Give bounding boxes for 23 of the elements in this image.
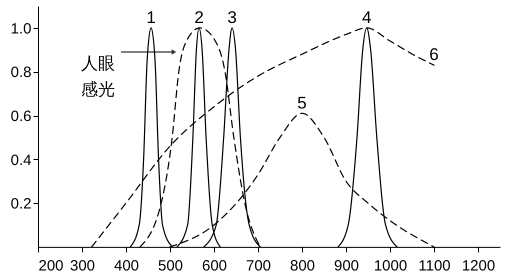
x-tick-label: 700 [246,257,272,274]
y-tick-label: 0.2 [10,196,32,213]
x-tick-label: 400 [114,257,140,274]
x-tick-label: 600 [202,257,228,274]
x-tick-label: 1100 [418,257,451,274]
annotation: 2 [194,8,204,27]
annotation: 4 [362,8,372,27]
annotation: 1 [146,8,156,27]
annotation: 5 [297,93,307,112]
annotation: 6 [429,45,439,64]
y-tick-label: 1.0 [10,20,32,38]
x-tick-label: 900 [334,257,360,274]
x-tick-label: 300 [70,257,96,274]
x-tick-label: 1200 [462,257,496,274]
y-tick-label: 0.4 [10,152,32,169]
y-tick-label: 0.6 [10,108,32,125]
annotation: 3 [227,8,237,27]
y-tick-label: 0.8 [10,64,32,82]
annotation: 人眼感光 [81,54,116,99]
x-tick-label: 1000 [374,257,408,274]
x-tick-label: 800 [290,257,316,274]
x-tick-label: 500 [158,257,184,274]
x-tick-label: 200 [38,257,64,274]
